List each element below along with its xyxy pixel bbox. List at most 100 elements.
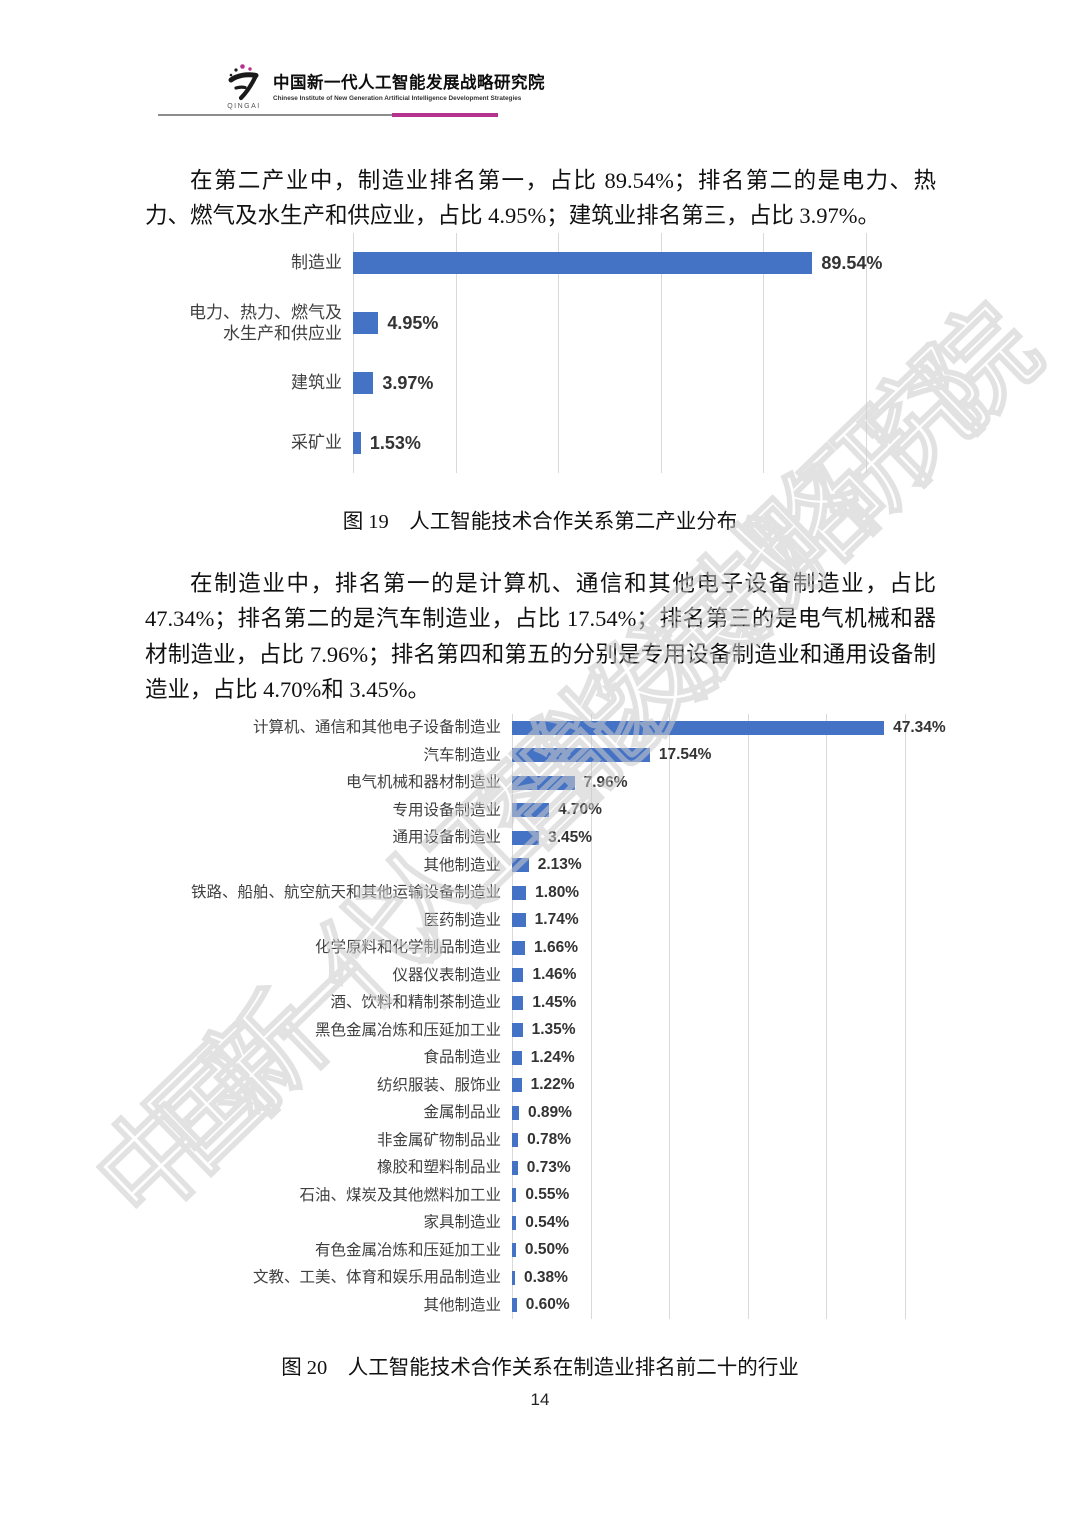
bar-value-label: 4.70% [557,801,602,819]
figure-19-caption: 图 19 人工智能技术合作关系第二产业分布 [342,511,738,533]
bar [512,1215,517,1230]
bar-value-label: 4.95% [387,312,439,333]
bar-category-label: 其他制造业 [423,1296,501,1314]
bar-row: 橡胶和塑料制品业 0.73% [145,1154,945,1182]
bar-category-label: 通用设备制造业 [392,829,501,847]
header: QINGAI 中国新一代人工智能发展战略研究院 Chinese Institut… [222,62,545,110]
bar-row: 汽车制造业 17.54% [145,742,945,770]
bar-track: 3.45% [512,828,905,846]
bar [512,1078,522,1093]
page-number: 14 [530,1390,550,1409]
bar-track: 1.66% [512,939,905,956]
bar-value-label: 1.53% [369,432,421,453]
gridline [866,233,867,473]
bar-value-label: 17.54% [658,746,712,764]
bar-track: 1.53% [353,432,866,454]
bar-category-label: 计算机、通信和其他电子设备制造业 [252,719,501,737]
bar-category-label: 汽车制造业 [423,746,501,764]
bar-category-label: 酒、饮料和精制茶制造业 [330,994,501,1012]
bar-value-label: 2.13% [537,856,582,874]
bar-category-label: 化学原料和化学制品制造业 [314,939,501,957]
bar-row: 电气机械和器材制造业 7.96% [145,769,945,797]
logo-wordmark: QINGAI [227,103,261,110]
bar-row: 电力、热力、燃气及 水生产和供应业 4.95% [145,293,945,353]
bar-value-label: 0.89% [527,1103,572,1121]
gridline [512,714,513,1319]
bar-value-label: 0.60% [525,1296,570,1314]
bar [512,748,650,763]
bar-row: 纺织服装、服饰业 1.22% [145,1072,945,1100]
bar-value-label: 1.45% [532,993,577,1011]
bar [512,1160,518,1175]
bar-row: 文教、工美、体育和娱乐用品制造业 0.38% [145,1264,945,1292]
bar-track: 0.50% [512,1241,905,1258]
bar-value-label: 0.55% [525,1186,570,1204]
bar-track: 0.55% [512,1186,905,1204]
paragraph-1: 在第二产业中，制造业排名第一，占比 89.54%；排名第二的是电力、热力、燃气及… [145,167,936,229]
bar-track: 1.80% [512,884,905,901]
bar-category-label: 黑色金属冶炼和压延加工业 [314,1021,501,1039]
bar-row: 计算机、通信和其他电子设备制造业 47.34% [145,714,946,742]
bar [512,803,549,818]
org-subtitle-en: Chinese Institute of New Generation Arti… [273,95,522,102]
bar-category-label: 食品制造业 [423,1049,501,1067]
gridline [660,233,662,473]
bar-track: 1.46% [512,966,905,983]
bar-track: 1.24% [512,1048,905,1066]
bar-row: 通用设备制造业 3.45% [145,824,945,852]
bar-value-label: 1.24% [530,1048,575,1066]
bar-row: 仪器仪表制造业 1.46% [145,962,945,990]
bar [512,1298,517,1313]
header-rule [158,114,392,116]
bar-track: 0.89% [512,1103,905,1121]
bar-category-label: 仪器仪表制造业 [392,966,501,984]
bar [512,1023,523,1038]
gridline [590,714,592,1319]
bar-track: 1.22% [512,1076,905,1093]
bar-row: 黑色金属冶炼和压延加工业 1.35% [145,1017,945,1045]
bar-category-label: 金属制品业 [423,1104,501,1122]
bar-value-label: 3.45% [548,828,593,846]
bar [353,312,379,334]
bar [512,1050,522,1065]
bar [512,1188,517,1203]
bar-category-label: 石油、煤炭及其他燃料加工业 [299,1186,501,1204]
qingai-logo-icon [228,64,259,101]
bar-track: 3.97% [353,372,866,394]
bar-row: 其他制造业 2.13% [145,852,945,880]
bar-category-label: 文教、工美、体育和娱乐用品制造业 [252,1269,501,1287]
bar-row: 铁路、船舶、航空航天和其他运输设备制造业 1.80% [145,879,945,907]
figure-20-caption: 图 20 人工智能技术合作关系在制造业排名前二十的行业 [281,1357,799,1379]
bar [512,775,575,790]
gridline [763,233,765,473]
org-title-block: 中国新一代人工智能发展战略研究院 Chinese Institute of Ne… [273,62,545,102]
bar-track: 0.54% [512,1213,905,1231]
bar [512,1270,515,1285]
bar-category-label: 家具制造业 [423,1214,501,1232]
bar [353,252,813,274]
bar [353,432,361,454]
bar-row: 非金属矿物制品业 0.78% [145,1127,945,1155]
bar-category-label: 采矿业 [291,433,342,453]
bar-track: 2.13% [512,856,905,874]
chart-rows: 制造业 89.54% 电力、热力、燃气及 水生产和供应业 4.95% 建筑业 3.97% 采… [145,233,945,473]
bar-category-label: 非金属矿物制品业 [376,1131,501,1149]
bar [353,372,374,394]
bar-value-label: 0.54% [525,1213,570,1231]
bar-value-label: 0.73% [526,1158,571,1176]
bar-category-label: 其他制造业 [423,856,501,874]
bar-track: 1.35% [512,1021,905,1038]
bar-row: 专用设备制造业 4.70% [145,797,945,825]
bar-category-label: 建筑业 [291,373,342,393]
bar-track: 47.34% [512,719,946,736]
bar-row: 食品制造业 1.24% [145,1044,945,1072]
gridline [747,714,749,1319]
chart-rows: 计算机、通信和其他电子设备制造业 47.34% 汽车制造业 17.54% 电气机械和器材… [145,714,946,1319]
plot-gridlines [353,233,867,473]
bar-track: 7.96% [512,774,905,791]
bar-category-label: 有色金属冶炼和压延加工业 [314,1241,501,1259]
bar [512,858,529,873]
bar-category-label: 铁路、船舶、航空航天和其他运输设备制造业 [190,884,501,902]
bar-row: 有色金属冶炼和压延加工业 0.50% [145,1237,945,1265]
